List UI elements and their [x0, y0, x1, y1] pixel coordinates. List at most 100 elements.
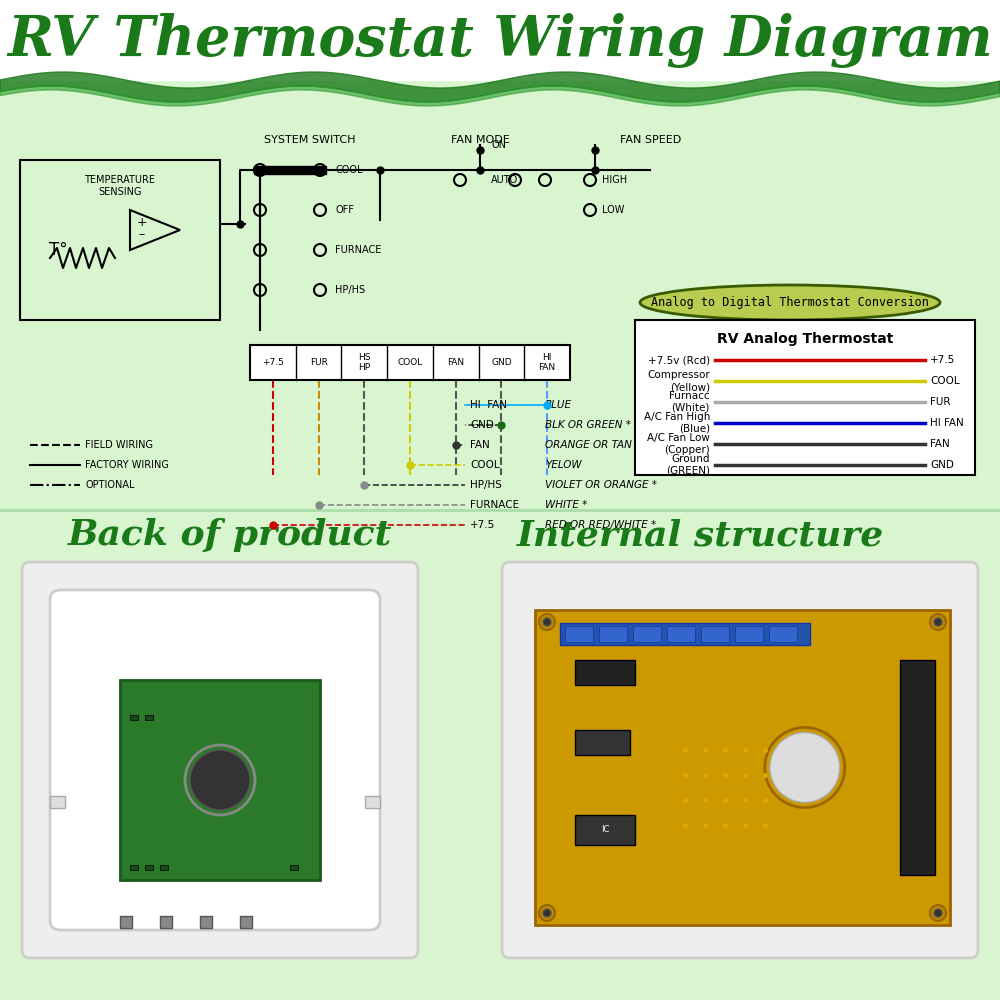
Text: Internal structure: Internal structure — [516, 518, 884, 552]
Text: HI
FAN: HI FAN — [539, 353, 556, 372]
Text: FAN MODE: FAN MODE — [451, 135, 509, 145]
Text: FAN SPEED: FAN SPEED — [620, 135, 681, 145]
Text: BLUE: BLUE — [545, 400, 572, 410]
Text: RED OR RED/WHITE *: RED OR RED/WHITE * — [545, 520, 656, 530]
Text: +7.5: +7.5 — [470, 520, 495, 530]
Circle shape — [539, 905, 555, 921]
Text: –: – — [139, 229, 145, 241]
Text: FAN: FAN — [470, 440, 490, 450]
Bar — [145, 715, 153, 720]
Circle shape — [770, 732, 840, 802]
Text: Back of product: Back of product — [68, 518, 392, 552]
Bar — [160, 865, 168, 870]
Bar — [667, 626, 695, 642]
Bar — [254, 166, 326, 174]
Circle shape — [539, 614, 555, 630]
Text: ON: ON — [492, 140, 507, 150]
Bar — [120, 916, 132, 928]
Bar — [250, 345, 570, 380]
Bar — [535, 610, 950, 925]
Text: LOW: LOW — [602, 205, 624, 215]
Bar — [565, 626, 593, 642]
Text: Compressor
(Yellow): Compressor (Yellow) — [647, 370, 710, 392]
Text: Furnacc
(White): Furnacc (White) — [669, 391, 710, 413]
Text: OPTIONAL: OPTIONAL — [85, 480, 134, 490]
Text: ORANGE OR TAN *: ORANGE OR TAN * — [545, 440, 640, 450]
Text: FIELD WIRING: FIELD WIRING — [85, 440, 153, 450]
Text: GND: GND — [470, 420, 494, 430]
Circle shape — [934, 618, 942, 626]
Text: RV Thermostat Wiring Diagram: RV Thermostat Wiring Diagram — [7, 12, 993, 68]
Text: HI FAN: HI FAN — [930, 418, 964, 428]
Text: +7.5: +7.5 — [930, 355, 955, 365]
Bar — [769, 626, 797, 642]
Text: COOL: COOL — [930, 376, 960, 386]
Circle shape — [765, 728, 845, 808]
Text: BLK OR GREEN *: BLK OR GREEN * — [545, 420, 631, 430]
Circle shape — [185, 745, 255, 815]
Bar — [560, 623, 810, 645]
Text: +7.5v (Rcd): +7.5v (Rcd) — [648, 355, 710, 365]
Bar — [635, 320, 975, 475]
Text: FAN: FAN — [447, 358, 464, 367]
Bar — [0, 0, 1000, 80]
Text: HIGH: HIGH — [602, 175, 627, 185]
Bar — [20, 160, 220, 320]
Text: IC: IC — [601, 826, 609, 834]
Circle shape — [930, 905, 946, 921]
Bar — [50, 796, 65, 808]
Text: HP/HS: HP/HS — [470, 480, 502, 490]
Circle shape — [543, 909, 551, 917]
Bar — [145, 865, 153, 870]
Text: +: + — [137, 217, 147, 230]
Text: Analog to Digital Thermostat Conversion: Analog to Digital Thermostat Conversion — [651, 296, 929, 309]
Bar — [240, 916, 252, 928]
Text: COOL: COOL — [397, 358, 423, 367]
Text: WHITE *: WHITE * — [545, 500, 587, 510]
Text: FUR: FUR — [930, 397, 950, 407]
Bar — [365, 796, 380, 808]
Bar — [130, 865, 138, 870]
Text: Ground
(GREEN): Ground (GREEN) — [666, 454, 710, 475]
Text: SYSTEM SWITCH: SYSTEM SWITCH — [264, 135, 356, 145]
Text: FURNACE: FURNACE — [470, 500, 519, 510]
Bar — [575, 730, 630, 755]
Text: OFF: OFF — [335, 205, 354, 215]
Bar — [120, 680, 320, 880]
Bar — [290, 865, 298, 870]
Bar — [701, 626, 729, 642]
Text: HS
HP: HS HP — [358, 353, 371, 372]
Bar — [599, 626, 627, 642]
Text: FUR: FUR — [310, 358, 328, 367]
Text: A/C Fan Low
(Copper): A/C Fan Low (Copper) — [647, 433, 710, 455]
Bar — [735, 626, 763, 642]
FancyBboxPatch shape — [502, 562, 978, 958]
Bar — [200, 916, 212, 928]
Text: +7.5: +7.5 — [262, 358, 284, 367]
Text: HI  FAN: HI FAN — [470, 400, 507, 410]
Text: YELOW: YELOW — [545, 460, 582, 470]
Bar — [633, 626, 661, 642]
Text: TEMPERATURE
SENSING: TEMPERATURE SENSING — [84, 175, 156, 197]
Bar — [575, 815, 635, 845]
Circle shape — [930, 614, 946, 630]
Circle shape — [934, 909, 942, 917]
Bar — [900, 660, 935, 875]
Circle shape — [543, 618, 551, 626]
Text: T°: T° — [49, 241, 67, 259]
Bar — [130, 715, 138, 720]
Text: FAN: FAN — [930, 439, 950, 449]
Text: A/C Fan High
(Blue): A/C Fan High (Blue) — [644, 412, 710, 434]
Text: FACTORY WIRING: FACTORY WIRING — [85, 460, 169, 470]
FancyBboxPatch shape — [50, 590, 380, 930]
Text: GND: GND — [930, 460, 954, 470]
Ellipse shape — [640, 285, 940, 320]
Text: FURNACE: FURNACE — [335, 245, 381, 255]
Bar — [575, 660, 635, 685]
Bar — [160, 916, 172, 928]
Circle shape — [190, 750, 250, 810]
Text: HP/HS: HP/HS — [335, 285, 365, 295]
Text: VIOLET OR ORANGE *: VIOLET OR ORANGE * — [545, 480, 657, 490]
Text: AUTO: AUTO — [491, 175, 519, 185]
Text: COOL: COOL — [470, 460, 500, 470]
